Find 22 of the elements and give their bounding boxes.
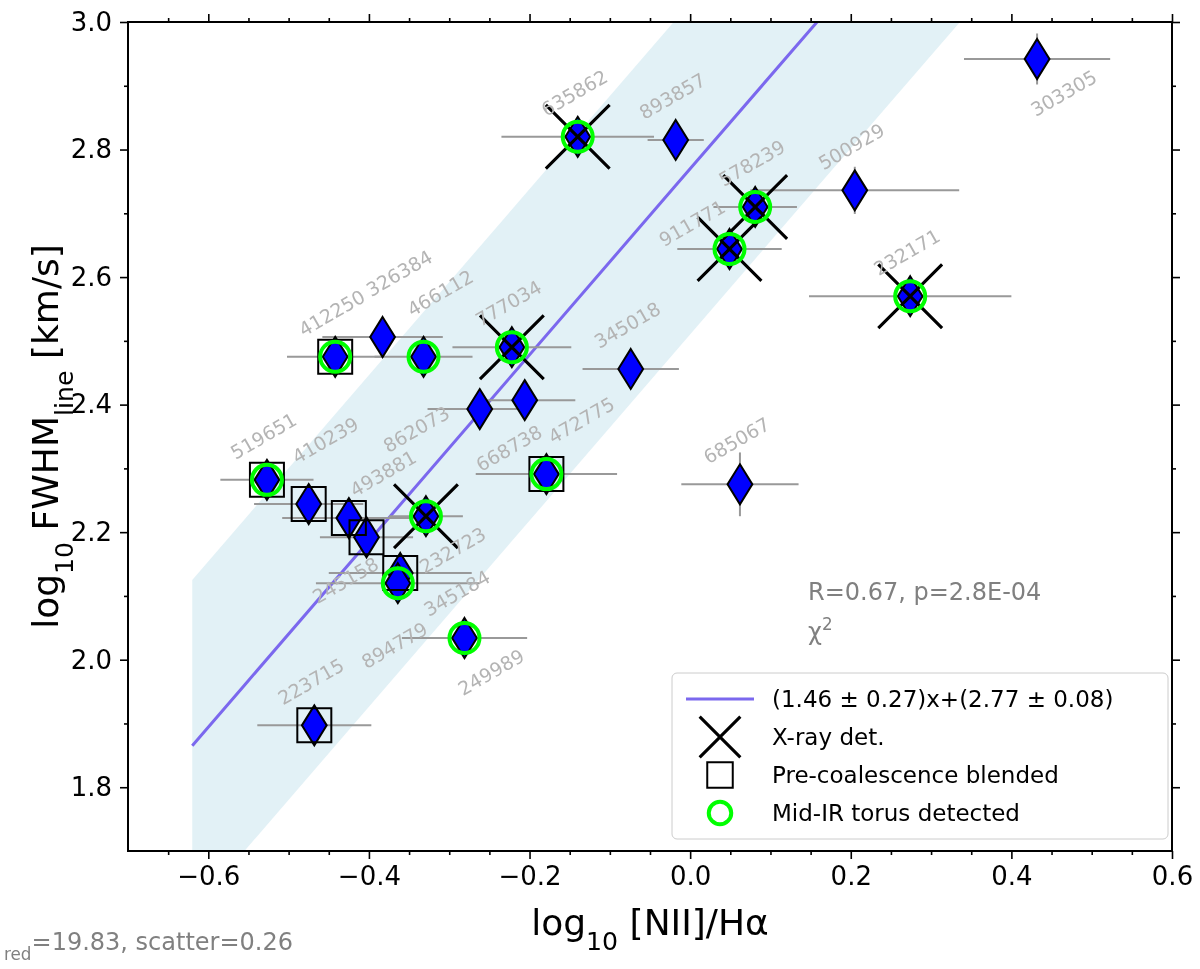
text: $_{red}$=19.83, scatter=0.26: [4, 928, 293, 964]
x-tick-label: −0.2: [498, 861, 562, 892]
y-tick-label: 2.8: [70, 134, 112, 165]
legend-label: Pre-coalescence blended: [772, 762, 1059, 788]
y-tick-label: 2.0: [70, 644, 112, 675]
x-tick-label: −0.6: [177, 861, 241, 892]
x-tick-label: 0.4: [991, 861, 1033, 892]
annotation: χ$^{2}$: [808, 614, 833, 646]
y-tick-label: 2.6: [70, 261, 112, 292]
x-axis-title: log$_{10}$ [NII]/Hα: [531, 902, 769, 956]
x-tick-label: 0.6: [1151, 861, 1194, 892]
legend-label: Mid-IR torus detected: [772, 800, 1020, 826]
y-tick-label: 1.8: [70, 772, 112, 803]
point: [348, 519, 385, 556]
x-tick-label: −0.4: [337, 861, 401, 892]
annotation: R=0.67, p=2.8E-04: [808, 578, 1042, 606]
y-tick-label: 3.0: [70, 6, 112, 37]
legend-label: (1.46 ± 0.27)x+(2.77 ± 0.08): [772, 686, 1114, 712]
legend-label: X-ray det.: [772, 724, 885, 750]
x-tick-label: 0.0: [669, 861, 712, 892]
x-tick-label: 0.2: [830, 861, 872, 892]
point: [290, 486, 327, 523]
